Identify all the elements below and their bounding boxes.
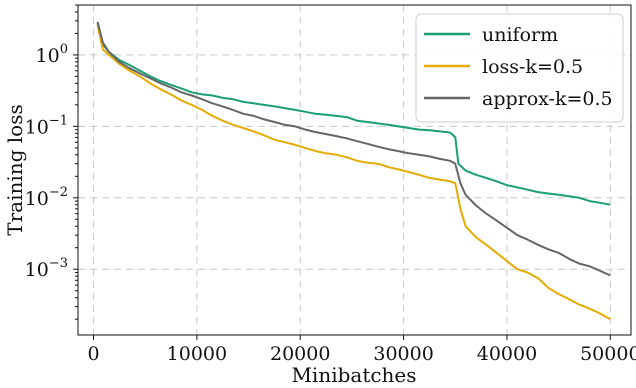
x-axis-label: Minibatches bbox=[291, 363, 416, 387]
series-line-3 bbox=[96, 21, 611, 277]
y-tick-label: 100 bbox=[36, 42, 68, 67]
legend-label-3: approx-k=0.5 bbox=[482, 88, 613, 110]
y-tick-label: 10−3 bbox=[25, 256, 68, 281]
x-tick-label: 50000 bbox=[580, 343, 636, 365]
y-tick-label: 10−2 bbox=[25, 185, 68, 210]
x-tick-label: 0 bbox=[87, 343, 99, 365]
series-lines bbox=[96, 21, 611, 321]
plot-frame bbox=[77, 4, 632, 336]
x-tick-label: 10000 bbox=[167, 343, 227, 365]
x-tick-label: 20000 bbox=[270, 343, 330, 365]
x-tick-label: 30000 bbox=[373, 343, 433, 365]
y-tick-label: 10−1 bbox=[25, 113, 68, 138]
legend-label-1: uniform bbox=[482, 24, 558, 46]
axis-ticks: 0 10000 20000 30000 40000 50000 10−3 10−2 10−1 10… bbox=[25, 4, 636, 365]
series-line-1 bbox=[96, 22, 611, 206]
legend-box bbox=[415, 13, 624, 123]
y-axis-label: Training loss bbox=[3, 104, 27, 236]
x-tick-label: 40000 bbox=[477, 343, 537, 365]
legend: uniform loss-k=0.5 approx-k=0.5 bbox=[415, 13, 624, 123]
legend-label-2: loss-k=0.5 bbox=[482, 56, 583, 78]
series-line-2 bbox=[96, 25, 611, 321]
